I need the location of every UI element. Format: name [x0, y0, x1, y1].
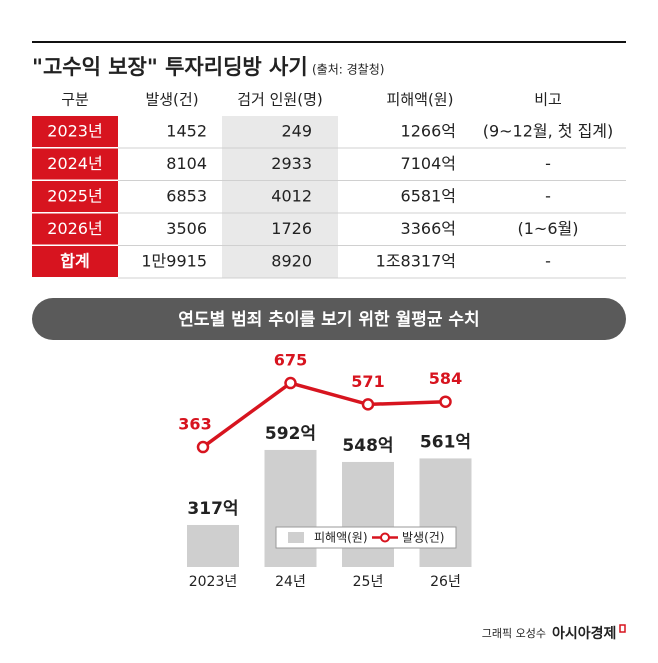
table-cell: 1조8317억: [376, 252, 456, 271]
row-label: 2023년: [47, 122, 102, 141]
row-label: 2024년: [47, 154, 102, 173]
x-tick-label: 2023년: [189, 574, 238, 590]
row-label-cell: [32, 148, 118, 180]
row-label-cell: [32, 213, 118, 245]
legend-label: 피해액(원): [314, 531, 368, 545]
source: (출처: 경찰청): [312, 63, 384, 77]
table-cell: -: [545, 252, 551, 271]
bar-value-label: 317억: [187, 499, 238, 519]
table-cell: 1726: [271, 219, 312, 238]
table: 구분 발생(건) 검거 인원(명) 피해액(원) 비고 2023년 1452 249 1266억…: [32, 91, 626, 279]
chart-title: 연도별 범죄 추이를 보기 위한 월평균 수치: [178, 310, 479, 330]
table-cell: 4012: [271, 187, 312, 206]
table-cell: 1만9915: [141, 252, 207, 271]
bar-value-label: 592억: [265, 424, 316, 444]
bar: [264, 449, 317, 567]
line-marker: [196, 440, 210, 454]
bar: [187, 524, 239, 567]
table-cell: -: [545, 187, 551, 206]
line: [201, 381, 446, 449]
banner: [32, 298, 626, 340]
table-cell: 1266억: [401, 122, 456, 141]
line-marker: [439, 395, 452, 408]
row-label-cell: [32, 116, 118, 147]
row-label: 2026년: [47, 219, 102, 238]
table-cell: 1452: [166, 122, 207, 141]
credit: 그래픽 오성수: [482, 627, 546, 640]
bar-value-label: 561억: [420, 432, 471, 452]
table-cell: 3506: [166, 219, 207, 238]
table-cell: (9~12월, 첫 집계): [483, 122, 614, 141]
line-value-label: 363: [178, 415, 211, 434]
row-label-cell: [32, 181, 118, 212]
brand-mark: [619, 624, 626, 633]
column-header: 구분: [61, 91, 89, 109]
legend-swatch: [288, 532, 304, 543]
table-cell: 6853: [166, 187, 207, 206]
legend-box: [275, 526, 457, 549]
column-header: 검거 인원(명): [237, 91, 322, 109]
table-cell: 249: [281, 122, 312, 141]
column-shade: [222, 116, 338, 279]
table-cell: 6581억: [401, 187, 456, 206]
legend-label: 발생(건): [402, 531, 444, 545]
title: "고수익 보장" 투자리딩방 사기: [32, 55, 308, 79]
column-header: 비고: [534, 91, 562, 109]
table-cell: 8104: [166, 154, 207, 173]
line-value-label: 584: [429, 369, 462, 388]
column-header: 발생(건): [145, 91, 198, 109]
x-tick-label: 26년: [430, 574, 461, 590]
bar-value-label: 548억: [342, 436, 393, 456]
row-label: 합계: [60, 252, 89, 271]
bar: [419, 458, 472, 567]
x-tick-label: 24년: [275, 574, 306, 590]
legend-swatch-marker: [380, 532, 390, 543]
line-value-label: 675: [274, 351, 307, 370]
table-cell: 7104억: [401, 154, 456, 173]
column-header: 피해액(원): [387, 91, 454, 109]
table-cell: -: [545, 154, 551, 173]
x-tick-label: 25년: [353, 574, 384, 590]
table-cell: (1~6월): [518, 219, 579, 238]
line-value-label: 571: [351, 372, 384, 391]
brand: 아시아경제: [552, 625, 616, 642]
line-marker: [284, 376, 297, 390]
table-cell: 2933: [271, 154, 312, 173]
row-label-cell: [32, 246, 118, 277]
line-marker: [361, 398, 375, 411]
bar: [342, 461, 394, 567]
table-cell: 3366억: [401, 219, 456, 238]
table-cell: 8920: [271, 252, 312, 271]
row-label: 2025년: [47, 187, 102, 206]
chart: 2023년 24년 25년 26년 317억 592억 548억 561억 363 675 571 5…: [178, 351, 472, 590]
